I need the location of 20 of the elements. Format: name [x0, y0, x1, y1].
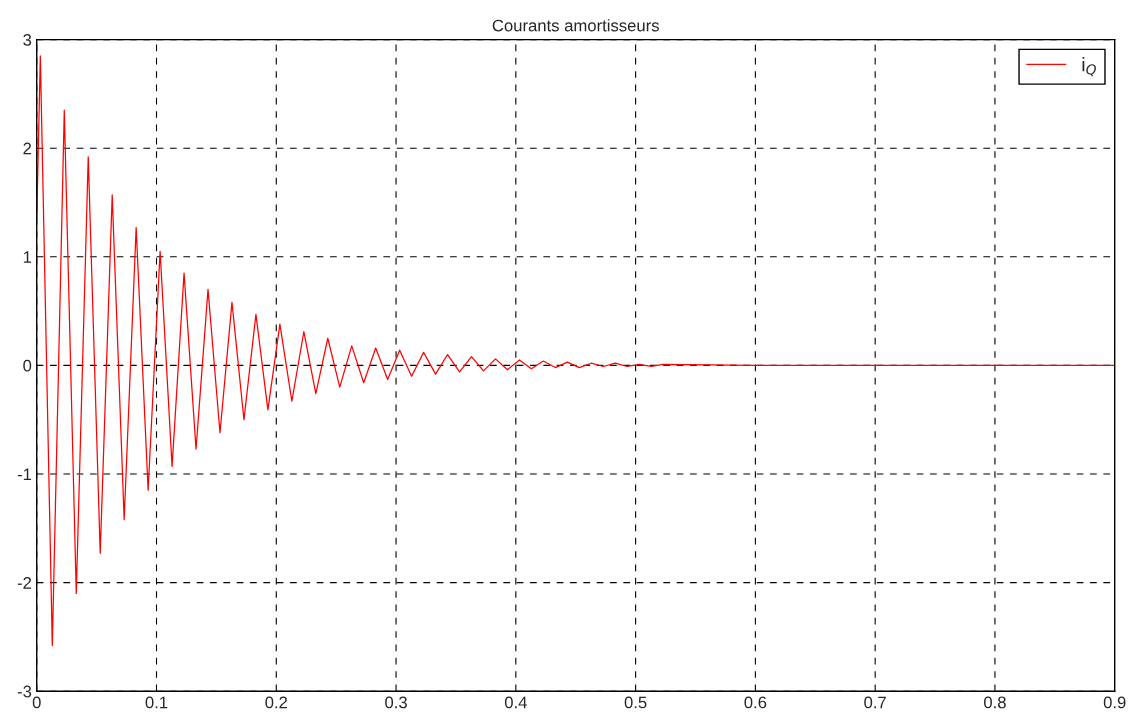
x-tick-label: 0.1 [145, 696, 168, 709]
legend-label: i$_{Q}$ [1082, 57, 1096, 77]
y-tick-label: -1 [17, 468, 32, 481]
x-tick-label: 0.6 [744, 696, 767, 709]
y-tick-label: 0 [23, 359, 32, 372]
x-tick-label: 0.8 [984, 696, 1006, 709]
x-tick-label: 0.3 [385, 696, 407, 709]
x-tick-label: 0.9 [1103, 696, 1126, 709]
line-series [36, 55, 1115, 647]
y-tick-label: 3 [23, 34, 32, 46]
y-tick-label: -3 [17, 685, 32, 698]
y-tick-label: 2 [23, 142, 32, 155]
y-tick-label: -2 [17, 577, 32, 589]
x-tick-label: 0.5 [624, 696, 647, 709]
y-tick-label: 1 [23, 251, 32, 263]
x-tick-label: 0.7 [864, 696, 886, 709]
x-tick-label: 0.2 [265, 696, 288, 709]
x-tick-label: 0.4 [504, 696, 527, 709]
chart-title: Courants amortisseurs [492, 19, 659, 32]
x-tick-label: 0 [32, 696, 41, 709]
